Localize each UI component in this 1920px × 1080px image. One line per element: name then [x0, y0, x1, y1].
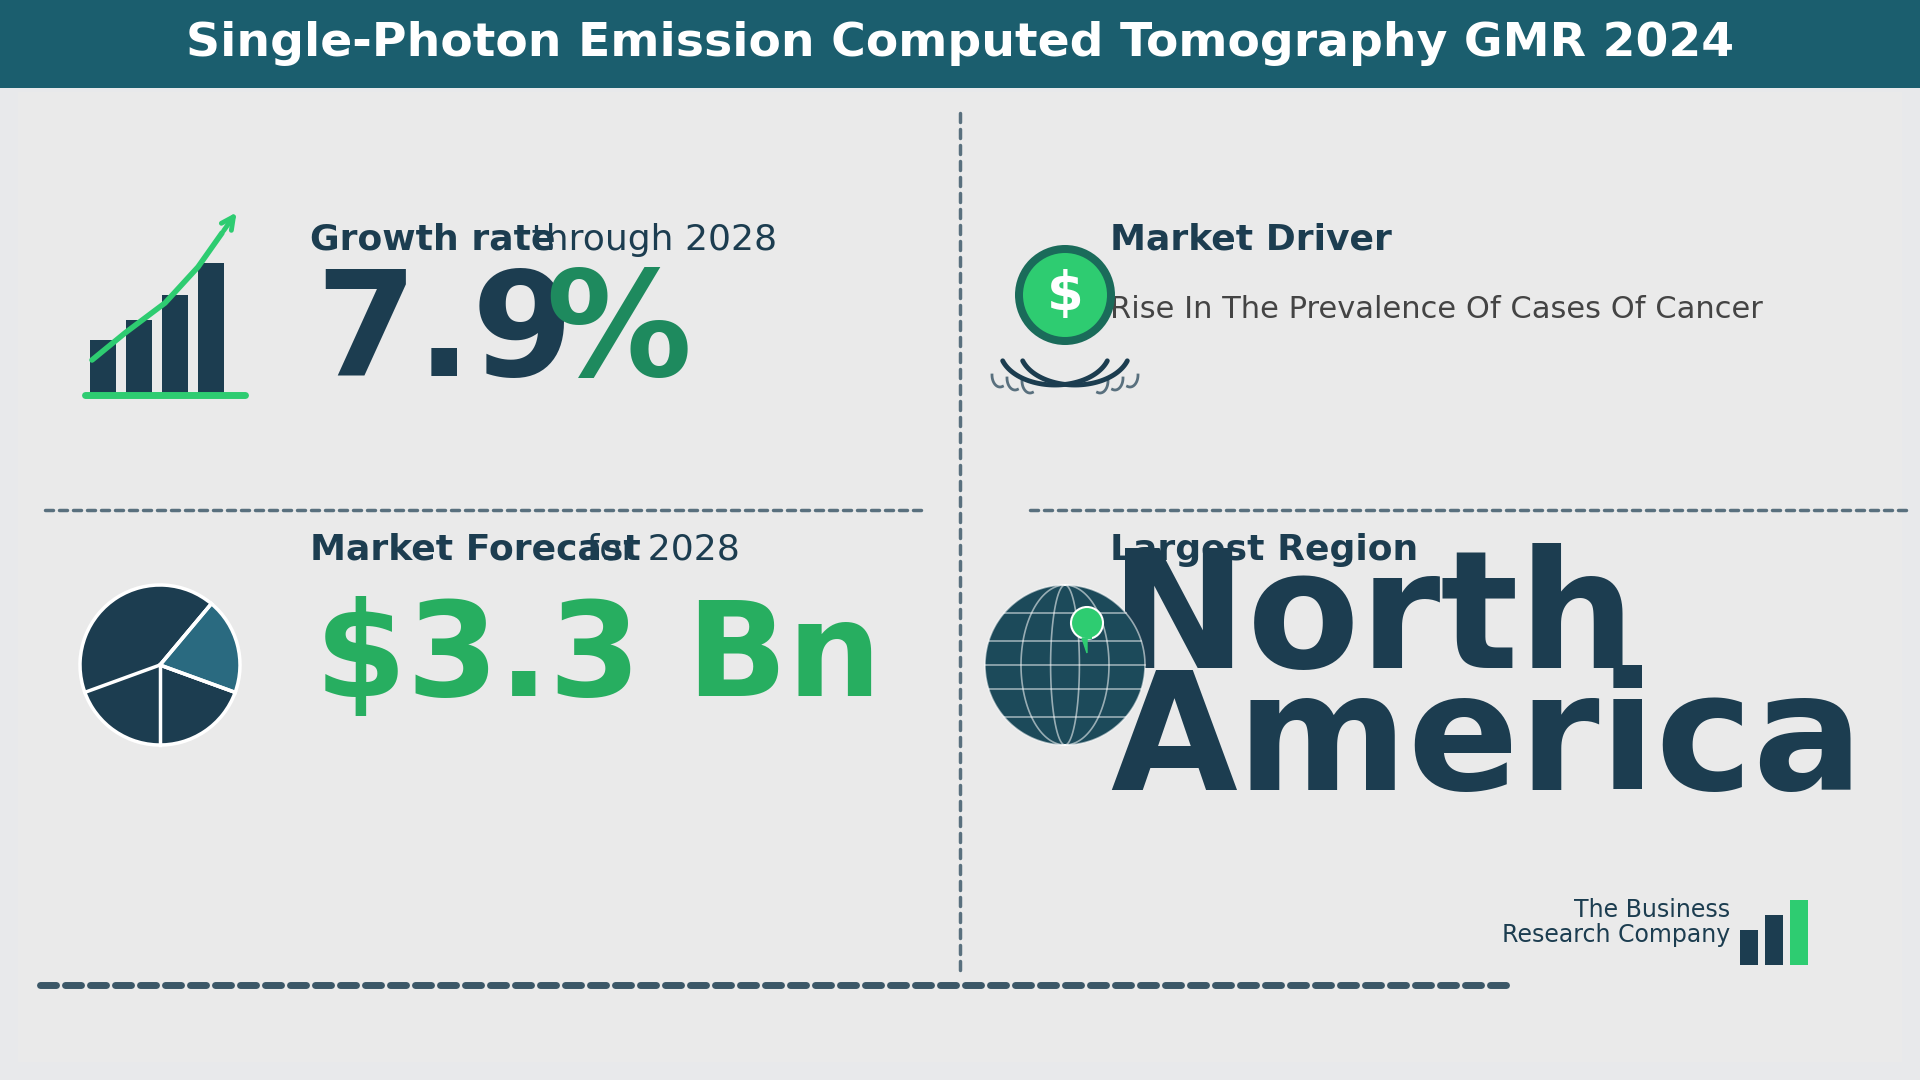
Bar [127, 320, 152, 395]
Wedge shape [159, 604, 240, 692]
Text: for 2028: for 2028 [574, 534, 739, 567]
Bar [1764, 915, 1784, 966]
Bar [90, 340, 115, 395]
Text: Largest Region: Largest Region [1110, 534, 1419, 567]
Circle shape [985, 585, 1144, 745]
Text: 7.9: 7.9 [315, 265, 574, 405]
Circle shape [1016, 245, 1116, 345]
Text: The Business: The Business [1574, 897, 1730, 922]
Bar [17, 92, 1903, 1062]
Bar [0, 0, 1920, 87]
Text: $: $ [1046, 269, 1083, 321]
Text: through 2028: through 2028 [520, 222, 778, 257]
Text: $3.3 Bn: $3.3 Bn [315, 596, 881, 724]
Bar [198, 264, 225, 395]
Text: America: America [1110, 665, 1864, 824]
Polygon shape [1083, 638, 1092, 653]
Text: Market Driver: Market Driver [1110, 222, 1392, 257]
Text: %: % [545, 265, 691, 405]
Text: Research Company: Research Company [1501, 923, 1730, 947]
Text: Single-Photon Emission Computed Tomography GMR 2024: Single-Photon Emission Computed Tomograp… [186, 22, 1734, 67]
Text: North: North [1110, 542, 1636, 702]
Circle shape [1023, 253, 1108, 337]
Bar [1789, 900, 1809, 966]
Circle shape [1071, 607, 1102, 639]
Text: Market Forecast: Market Forecast [309, 534, 641, 567]
Text: Growth rate: Growth rate [309, 222, 555, 257]
Text: Rise In The Prevalence Of Cases Of Cancer: Rise In The Prevalence Of Cases Of Cance… [1110, 296, 1763, 324]
Wedge shape [81, 585, 234, 745]
Bar [1740, 930, 1759, 966]
Bar [161, 295, 188, 395]
